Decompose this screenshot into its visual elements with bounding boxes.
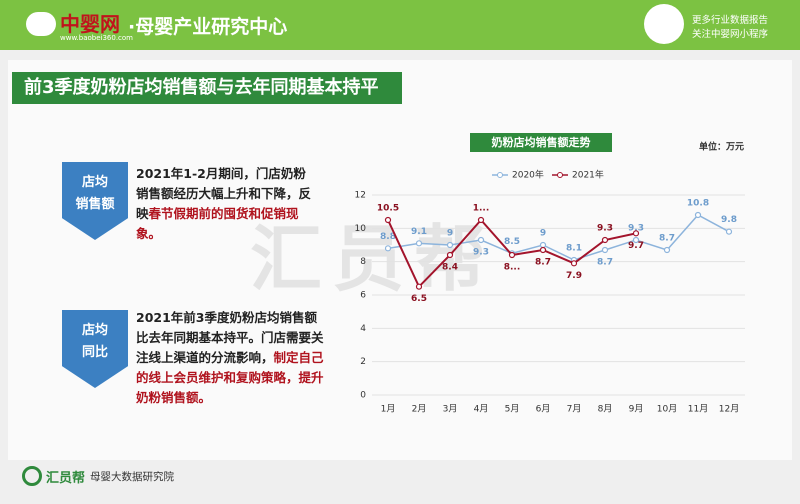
logo-icon [26,12,56,36]
header-bar: 中婴网 www.baobei360.com ·母婴产业研究中心 更多行业数据报告… [0,0,800,50]
highlight: 春节假期前的囤货和促销现象。 [136,206,299,241]
point [415,240,423,247]
point [725,228,733,235]
chart-title: 奶粉店均销售额走势 [492,135,591,149]
point [601,246,609,254]
y-tick-label: 12 [355,191,366,201]
x-tick-label: 6月 [536,404,551,415]
data-label: 9.8 [721,215,737,225]
data-label: 8.5 [504,237,520,247]
legend-label: 2021年 [572,169,604,181]
text: 2021年1-2月期间，门店奶粉销售额经历大幅上升和下降，反映 [136,166,312,221]
x-tick-label: 9月 [629,404,644,415]
data-label: 9.3 [473,248,489,258]
point [539,241,547,249]
data-label: 10.5 [377,204,399,214]
text: 2021年前3季度奶粉店均销售额比去年同期基本持平。门店需要关注线上渠道的分流影… [136,310,324,365]
point [632,236,640,244]
legend-marker [497,172,503,178]
legend-label: 2020年 [512,169,544,181]
x-tick-label: 7月 [567,404,582,415]
tag-line: 店均 [81,323,108,338]
tag-line: 店均 [81,175,108,190]
content-panel [8,60,792,460]
series-line [387,214,730,261]
paragraph: 2021年前3季度奶粉店均销售额比去年同期基本持平。门店需要关注线上渠道的分流影… [136,308,326,408]
point [508,251,516,259]
footer-icon [22,466,42,486]
data-label: 6.5 [411,294,427,304]
point [539,246,547,254]
data-label: 1... [473,204,490,214]
tag-line: 销售额 [75,197,115,212]
y-tick-label: 6 [360,291,366,301]
data-label: 8.1 [566,244,582,254]
tag-line: 同比 [81,345,108,360]
data-label: 8.8 [380,232,396,242]
data-label: 8.4 [442,263,458,273]
org: ·母婴产业研究中心 [128,16,288,38]
data-label: 9.1 [411,227,427,237]
point [694,211,702,219]
y-tick-label: 8 [360,257,366,267]
logo-url: www.baobei360.com [60,34,134,42]
point [415,283,423,290]
point [601,236,609,244]
data-label: 9 [540,229,546,239]
point [446,251,454,259]
data-label: 10.8 [687,199,709,209]
highlight: 制定自己的线上会员维护和复购策略，提升奶粉销售额。 [136,350,324,405]
paragraph: 2021年1-2月期间，门店奶粉销售额经历大幅上升和下降，反映春节假期前的囤货和… [136,164,311,244]
x-tick-label: 4月 [474,404,489,415]
data-label: 9.3 [597,224,613,234]
x-tick-label: 1月 [381,404,396,415]
point [477,216,485,224]
x-tick-label: 10月 [657,404,677,415]
data-label: 8... [504,263,521,273]
x-tick-label: 11月 [688,404,708,415]
point [477,236,485,244]
y-tick-label: 10 [355,224,367,234]
data-label: 9.7 [628,241,644,251]
x-tick-label: 5月 [505,404,520,415]
x-tick-label: 3月 [443,404,458,415]
point [446,241,454,249]
y-tick-label: 0 [360,391,366,401]
point [663,246,671,254]
unit: 单位：万元 [699,141,744,153]
y-tick-label: 4 [360,324,366,334]
chart-title-box [470,133,612,152]
footer-brand: 汇员帮 [46,471,86,486]
data-label: 8.7 [535,258,551,268]
qr-code [644,4,684,44]
data-label: 9 [447,229,453,239]
legend-marker [557,172,563,178]
x-tick-label: 2月 [412,404,427,415]
data-label: 8.7 [597,258,613,268]
x-tick-label: 8月 [598,404,613,415]
point [384,216,392,224]
logo: 中婴网 [60,12,120,36]
data-label: 9.3 [628,224,644,234]
footer-org: 母婴大数据研究院 [90,471,174,483]
data-label: 8.7 [659,234,675,244]
y-tick-label: 2 [360,357,366,367]
point [570,260,578,267]
promo: 关注中婴网小程序 [692,29,769,40]
slide-title: 前3季度奶粉店均销售额与去年同期基本持平 [12,72,402,104]
point [632,230,640,237]
promo: 更多行业数据报告 [692,15,769,26]
point [384,245,392,252]
x-tick-label: 12月 [719,404,739,415]
data-label: 7.9 [566,271,582,281]
